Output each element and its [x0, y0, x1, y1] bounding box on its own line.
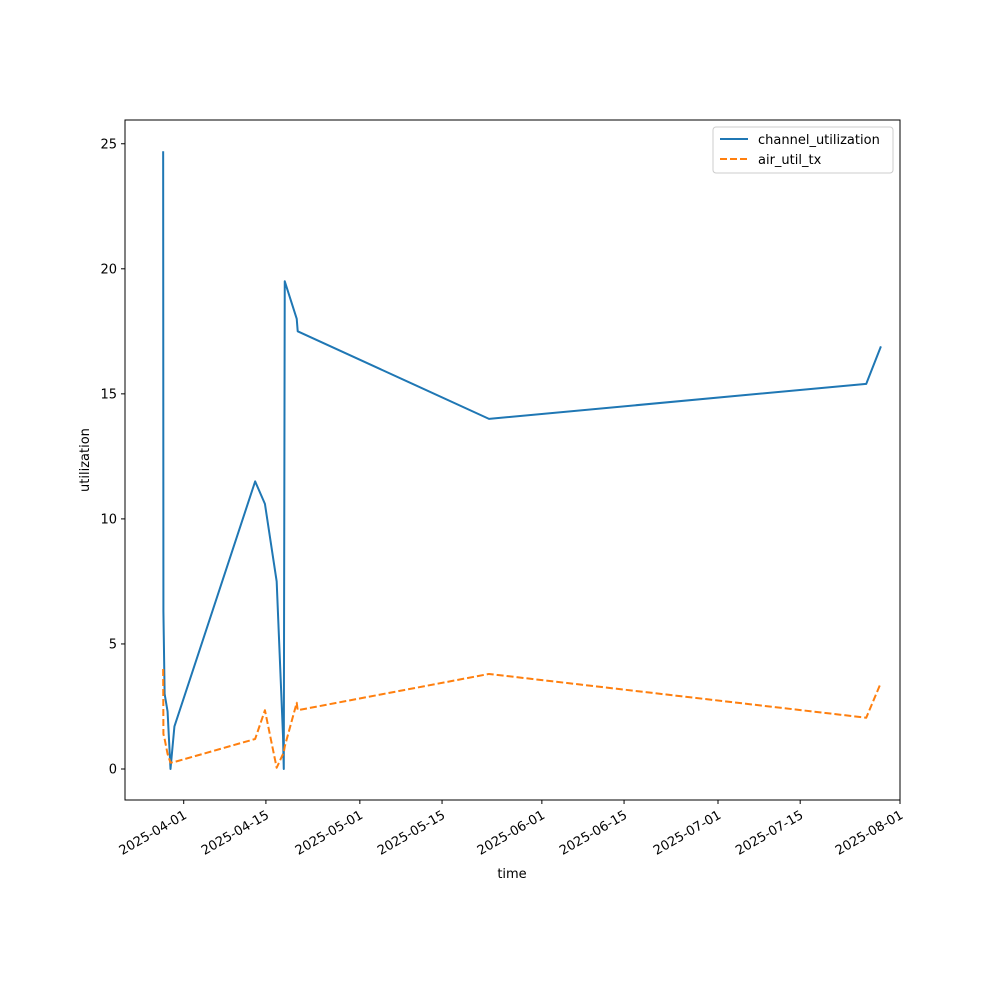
legend: channel_utilization air_util_tx [712, 126, 894, 174]
y-axis-label: utilization [78, 428, 93, 492]
x-tick-label: 2025-05-01 [293, 808, 366, 859]
y-tick-label: 15 [100, 387, 117, 402]
y-tick-label: 0 [109, 762, 117, 777]
x-tick-label: 2025-04-01 [117, 808, 190, 859]
plot-area [125, 120, 900, 800]
y-tick-label: 20 [100, 262, 117, 277]
x-tick-label: 2025-06-01 [475, 808, 548, 859]
legend-label-air-util-tx: air_util_tx [758, 153, 822, 168]
legend-label-channel-utilization: channel_utilization [758, 133, 880, 148]
plot-background [125, 120, 900, 800]
y-tick-label: 5 [109, 637, 117, 652]
x-axis-label: time [497, 867, 526, 882]
y-tick-label: 25 [100, 137, 117, 152]
x-tick-label: 2025-04-15 [199, 808, 272, 859]
x-tick-label: 2025-08-01 [833, 808, 906, 859]
y-axis: 0 5 10 15 20 25 [100, 137, 125, 777]
legend-box [712, 126, 894, 174]
series-layer [162, 151, 882, 770]
x-tick-label: 2025-07-15 [733, 808, 806, 859]
x-tick-label: 2025-06-15 [557, 808, 630, 859]
x-tick-label: 2025-07-01 [651, 808, 724, 859]
x-tick-label: 2025-05-15 [375, 808, 448, 859]
x-axis: 2025-04-01 2025-04-15 2025-05-01 2025-05-15… [117, 800, 906, 859]
y-tick-label: 10 [100, 512, 117, 527]
plot-frame [124, 119, 901, 801]
